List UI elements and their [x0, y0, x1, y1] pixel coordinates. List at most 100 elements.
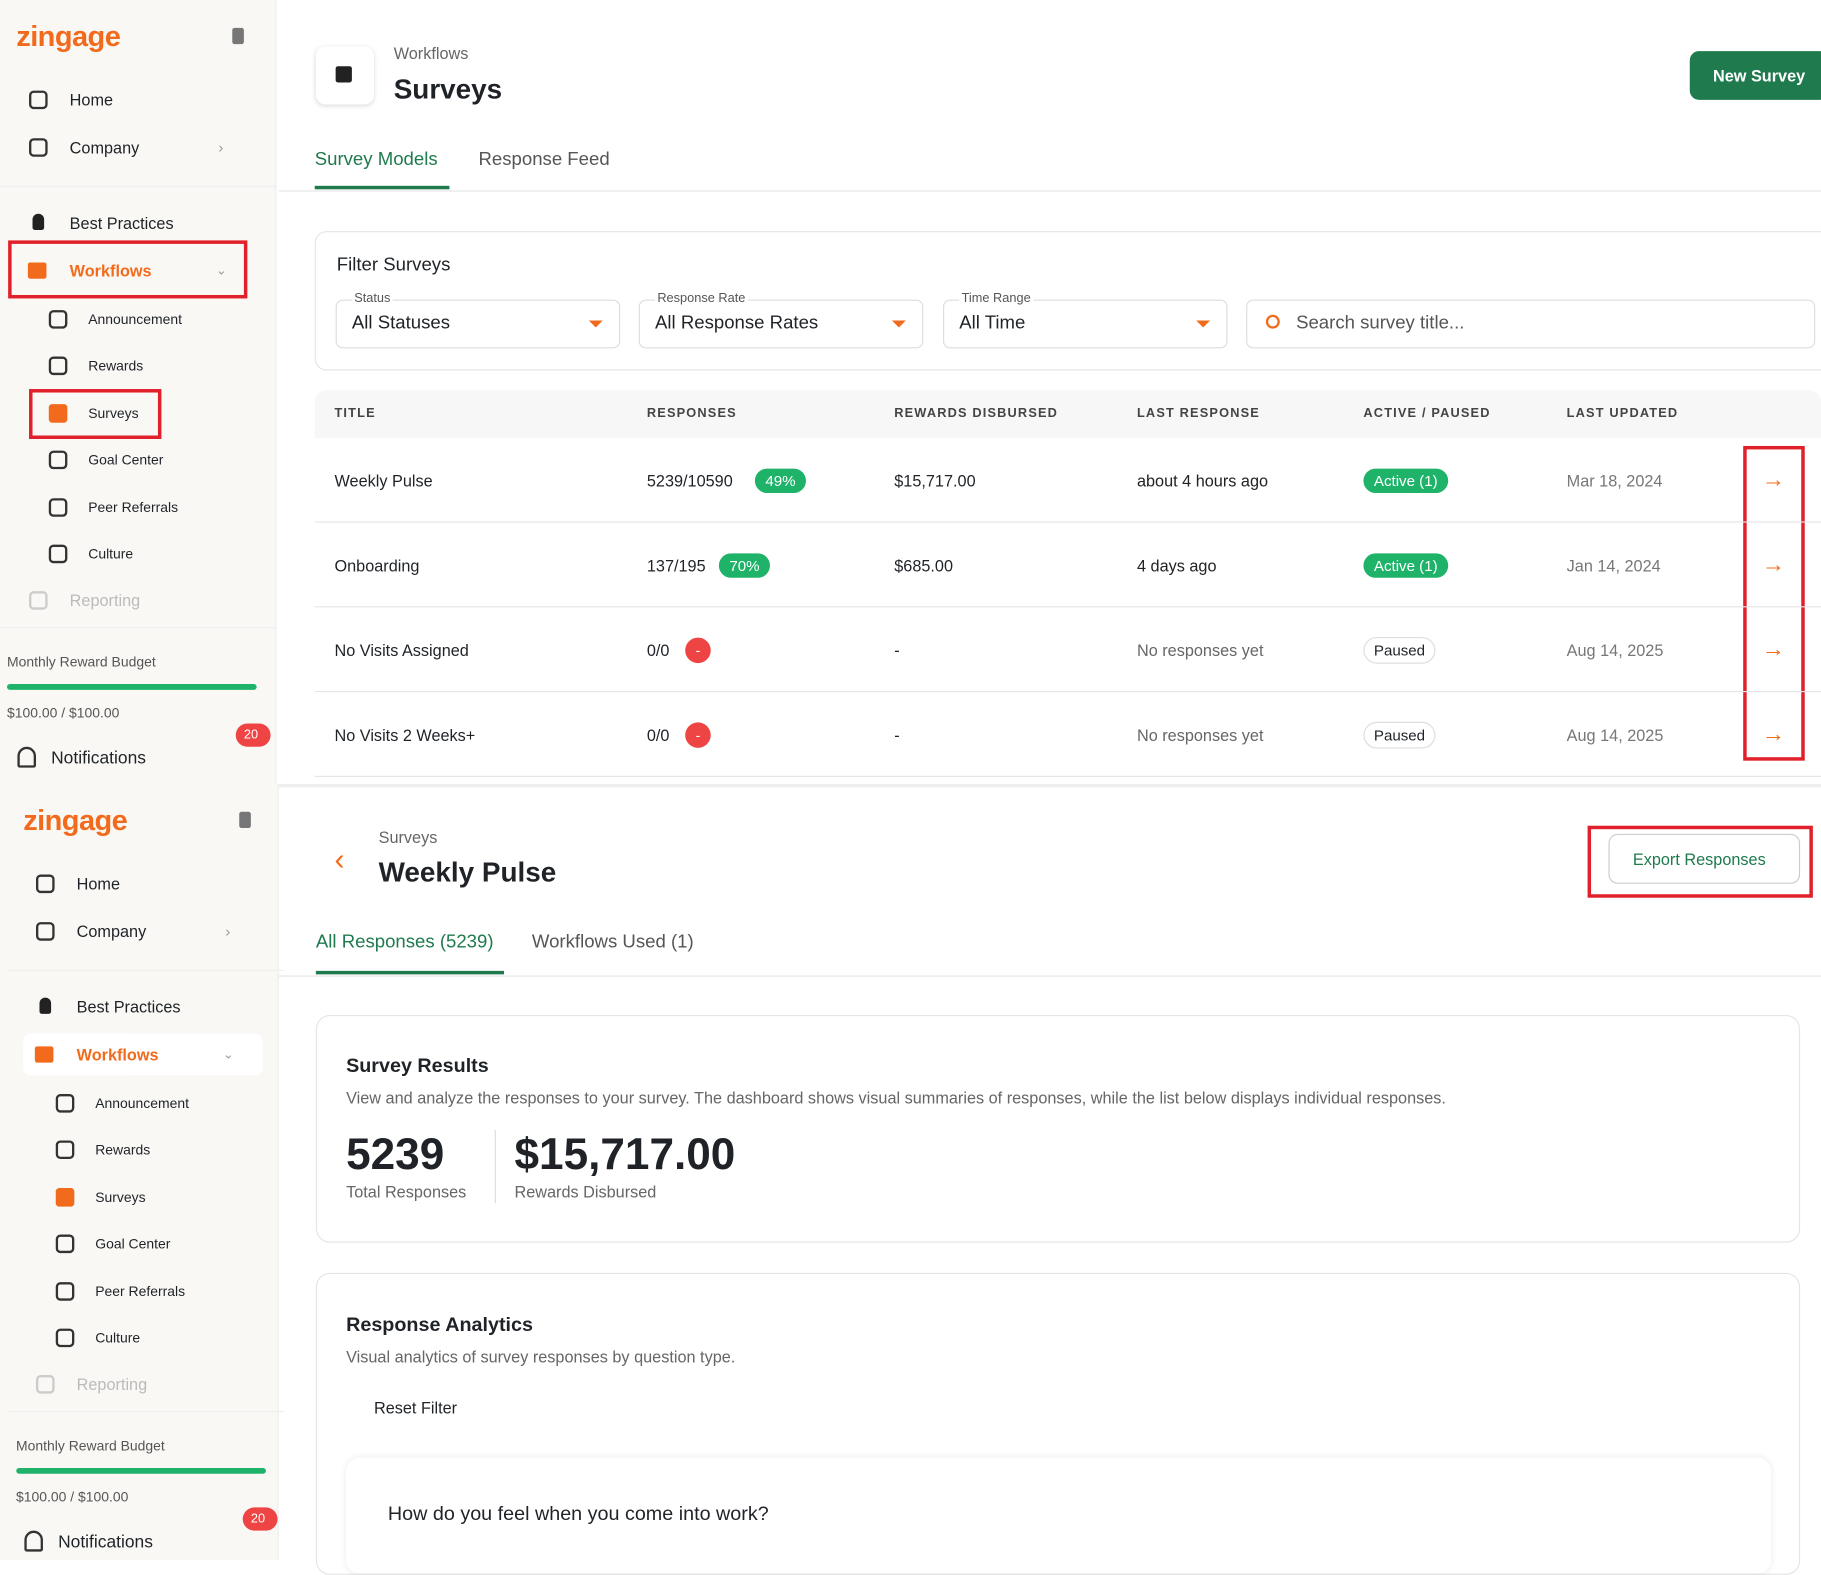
export-button[interactable]: Export Responses [1632, 850, 1766, 869]
status-badge: Paused [1363, 721, 1436, 749]
nav-item[interactable]: Workflows [69, 261, 152, 280]
table-row[interactable] [314, 438, 1821, 523]
tab[interactable]: All Responses (5239) [315, 932, 494, 953]
row-arrow[interactable]: → [1761, 467, 1785, 493]
row-arrow[interactable]: → [1761, 637, 1785, 663]
survey-title[interactable]: Weekly Pulse [334, 471, 433, 491]
nav-item[interactable]: Company [76, 922, 147, 941]
rate-badge: 49% [754, 468, 807, 493]
stat-label: Rewards Disbursed [514, 1182, 657, 1201]
card-title: Response Analytics [346, 1313, 533, 1336]
survey-title[interactable]: No Visits Assigned [334, 641, 469, 660]
sub-nav-item[interactable]: Announcement [95, 1095, 189, 1112]
icon [36, 922, 55, 941]
tab[interactable]: Survey Models [314, 149, 438, 170]
icon [55, 1282, 75, 1301]
search-icon [1265, 314, 1280, 329]
select-box[interactable] [335, 299, 621, 349]
back-button[interactable]: ‹ [334, 841, 345, 877]
stat-value: 5239 [346, 1130, 445, 1180]
column-header: TITLE [334, 406, 376, 421]
icon [55, 1328, 75, 1348]
sub-nav-item[interactable]: Goal Center [88, 451, 164, 469]
table-row[interactable] [314, 523, 1821, 608]
survey-title[interactable]: Onboarding [334, 556, 420, 575]
budget-bar [16, 1467, 266, 1474]
results-card [315, 1015, 1801, 1243]
sub-nav-item[interactable]: Rewards [95, 1141, 151, 1158]
notification-count: 20 [250, 1512, 266, 1527]
select-box[interactable] [943, 299, 1228, 349]
highlight [29, 389, 162, 439]
nav-item[interactable]: Best Practices [69, 213, 174, 233]
sub-nav-item[interactable]: Peer Referrals [88, 499, 179, 516]
nav-item[interactable]: Best Practices [76, 997, 181, 1017]
button-bg[interactable] [1689, 51, 1821, 100]
card-title: Survey Results [346, 1054, 489, 1077]
column-header: LAST RESPONSE [1136, 406, 1260, 421]
budget-value: $100.00 / $100.00 [16, 1488, 129, 1506]
sub-nav-item[interactable]: Peer Referrals [95, 1283, 186, 1300]
nav-item[interactable]: Reporting [69, 591, 141, 610]
caret [588, 320, 603, 328]
panel-divider [278, 783, 1821, 788]
sub-nav-item[interactable]: Surveys [88, 405, 139, 422]
table-row[interactable] [314, 607, 1821, 693]
last-response: No responses yet [1136, 641, 1264, 660]
select-value[interactable]: All Response Rates [655, 313, 819, 334]
last-updated: Aug 14, 2025 [1566, 641, 1664, 660]
notifications[interactable]: Notifications [58, 1532, 153, 1553]
select-label: Response Rate [655, 291, 748, 306]
logo: zingage [23, 804, 128, 837]
nav-item[interactable]: Reporting [76, 1375, 148, 1394]
filter-card [314, 231, 1821, 371]
new-survey-button[interactable]: New Survey [1712, 66, 1806, 85]
column-header: REWARDS DISBURSED [894, 406, 1059, 421]
sub-nav-item[interactable]: Culture [95, 1329, 141, 1347]
badge-bg [242, 1507, 278, 1531]
select-label: Status [351, 291, 393, 306]
reset-filter[interactable]: Reset Filter [373, 1398, 458, 1417]
nav-item[interactable]: Workflows [76, 1045, 159, 1064]
sidebar-bg [0, 783, 279, 1560]
table-row[interactable] [314, 692, 1821, 777]
nav-item[interactable]: Home [69, 90, 114, 110]
sub-nav-item[interactable]: Goal Center [95, 1235, 171, 1252]
sub-nav-item[interactable]: Announcement [88, 311, 183, 328]
column-header: RESPONSES [646, 406, 737, 421]
pin-icon[interactable] [232, 27, 244, 45]
filter-title: Filter Surveys [336, 255, 451, 276]
pin-icon[interactable] [239, 811, 251, 829]
chevron: ⌄ [216, 264, 227, 279]
notifications[interactable]: Notifications [51, 748, 146, 769]
icon [48, 498, 68, 517]
icon [27, 262, 47, 279]
select-box[interactable] [638, 299, 924, 349]
icon [29, 138, 48, 157]
last-updated: Aug 14, 2025 [1566, 725, 1664, 745]
tab[interactable]: Workflows Used (1) [531, 932, 694, 953]
rewards: $15,717.00 [894, 471, 976, 491]
row-arrow[interactable]: → [1761, 552, 1785, 578]
row-arrow[interactable]: → [1761, 721, 1785, 748]
select-value[interactable]: All Statuses [351, 313, 451, 334]
tab-underline [314, 185, 450, 190]
sub-nav-item[interactable]: Surveys [95, 1189, 146, 1206]
nav-item[interactable]: Company [69, 138, 140, 157]
survey-title[interactable]: No Visits 2 Weeks+ [334, 725, 476, 745]
column-header: LAST UPDATED [1566, 406, 1679, 421]
select-value[interactable]: All Time [959, 313, 1026, 334]
chart-icon [335, 66, 352, 83]
rewards: $685.00 [894, 556, 954, 575]
rewards: - [894, 725, 900, 745]
sub-nav-item[interactable]: Rewards [88, 357, 144, 374]
search-placeholder[interactable]: Search survey title... [1296, 313, 1465, 334]
tab[interactable]: Response Feed [478, 149, 610, 170]
sub-nav-item[interactable]: Culture [88, 545, 134, 563]
nav-item[interactable]: Home [76, 874, 121, 894]
search-box[interactable] [1246, 299, 1816, 349]
divider [6, 1411, 284, 1413]
button-bg[interactable] [1608, 833, 1801, 884]
chevron: › [225, 922, 231, 941]
